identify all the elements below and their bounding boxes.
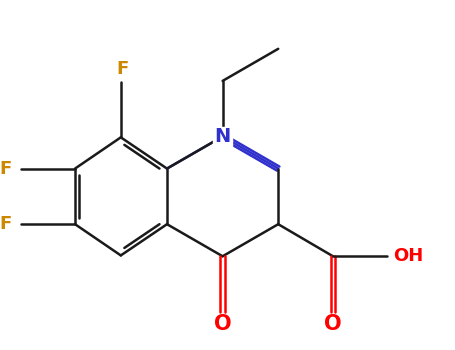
Bar bbox=[213, 127, 232, 146]
Text: N: N bbox=[214, 127, 231, 146]
Text: F: F bbox=[0, 160, 12, 177]
Text: F: F bbox=[117, 60, 129, 78]
Text: O: O bbox=[214, 314, 232, 334]
Text: F: F bbox=[0, 215, 12, 233]
Text: OH: OH bbox=[394, 247, 424, 265]
Text: O: O bbox=[324, 314, 342, 334]
